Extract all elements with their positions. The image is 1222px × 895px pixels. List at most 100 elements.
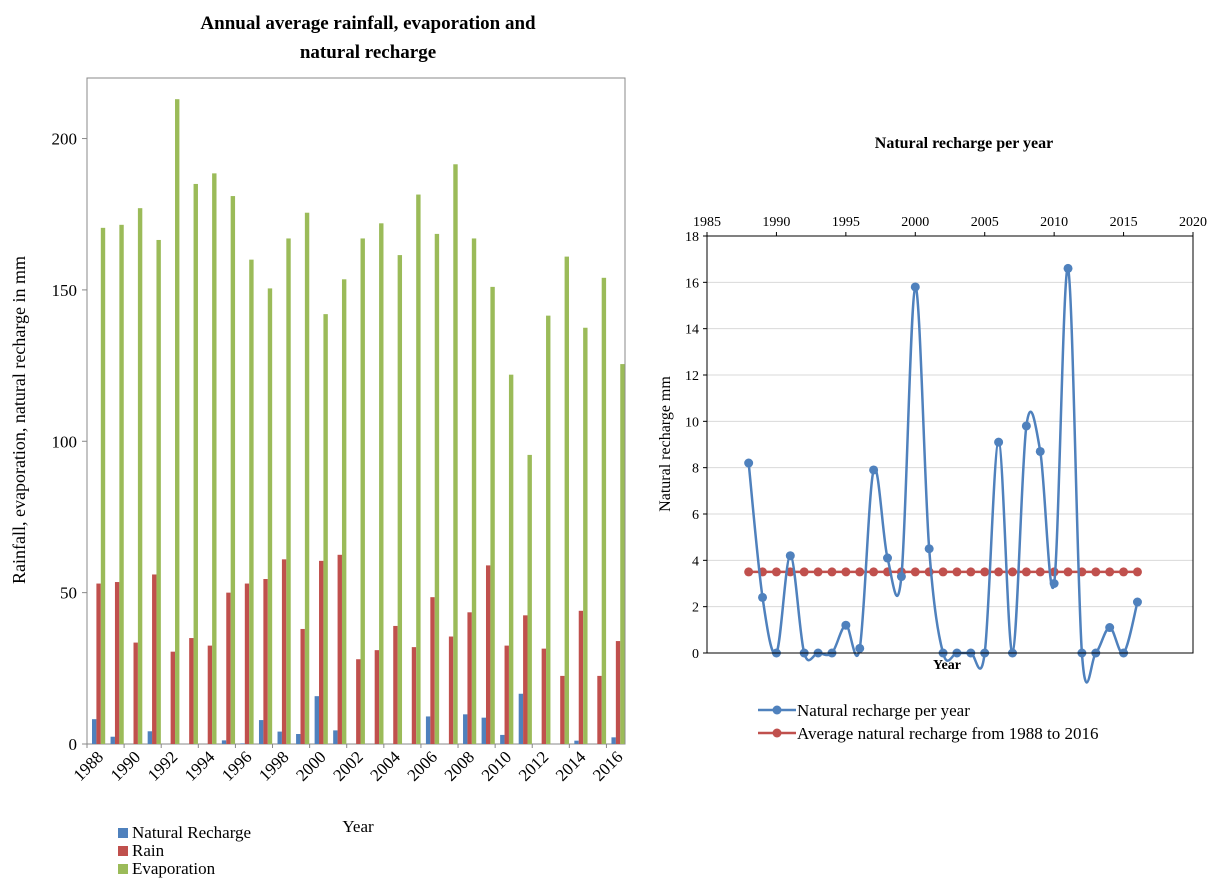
line-point-average-2007 bbox=[1007, 567, 1017, 577]
bar-evaporation-2011 bbox=[527, 454, 532, 744]
line-point-recharge-1996 bbox=[855, 643, 865, 653]
line-point-recharge-2006 bbox=[994, 437, 1004, 447]
bar-chart-x-axis-label: Year bbox=[342, 817, 374, 836]
line-chart-y-axis-label: Natural recharge mm bbox=[657, 376, 674, 512]
line-point-average-1996 bbox=[855, 567, 865, 577]
bar-evaporation-2006 bbox=[434, 233, 440, 744]
bar-evaporation-2012 bbox=[546, 315, 551, 744]
line-point-average-2002 bbox=[938, 567, 948, 577]
bar-evaporation-1991 bbox=[156, 239, 161, 744]
bar-x-tick-label: 2000 bbox=[292, 747, 329, 784]
line-point-recharge-1997 bbox=[869, 465, 879, 475]
bar-natural-recharge-2014 bbox=[574, 740, 579, 744]
bar-rain-2013 bbox=[560, 675, 565, 744]
bar-x-tick-label: 2004 bbox=[366, 747, 404, 785]
line-point-average-2011 bbox=[1063, 567, 1073, 577]
bar-rain-1990 bbox=[133, 642, 138, 744]
bar-rain-2008 bbox=[467, 612, 472, 744]
bar-rain-2003 bbox=[374, 650, 380, 744]
bar-rain-1994 bbox=[207, 645, 213, 744]
bar-evaporation-2014 bbox=[583, 327, 588, 744]
line-y-tick-label: 12 bbox=[685, 369, 699, 384]
bar-x-tick-label: 1990 bbox=[107, 747, 144, 784]
bar-evaporation-2001 bbox=[341, 279, 347, 744]
line-point-recharge-1999 bbox=[896, 572, 906, 582]
bar-legend-swatch bbox=[118, 846, 128, 856]
bar-rain-2006 bbox=[430, 597, 435, 744]
bar-evaporation-2004 bbox=[397, 255, 403, 744]
bar-y-tick-label: 150 bbox=[52, 281, 78, 300]
line-point-average-2016 bbox=[1132, 567, 1142, 577]
line-point-recharge-1995 bbox=[841, 620, 851, 630]
bar-x-tick-label: 2008 bbox=[441, 747, 478, 784]
bar-x-tick-label: 1998 bbox=[255, 747, 292, 784]
bar-evaporation-2015 bbox=[601, 277, 607, 744]
bar-legend-swatch bbox=[118, 864, 128, 874]
line-point-average-1995 bbox=[841, 567, 851, 577]
line-chart-title: Natural recharge per year bbox=[875, 135, 1053, 152]
bar-natural-recharge-2008 bbox=[463, 714, 468, 744]
bar-evaporation-1992 bbox=[175, 99, 180, 744]
line-point-average-1993 bbox=[813, 567, 823, 577]
bar-rain-2002 bbox=[356, 659, 361, 744]
line-x-tick-label: 1985 bbox=[693, 215, 721, 230]
bar-legend-label: Evaporation bbox=[132, 859, 216, 878]
bar-evaporation-1993 bbox=[193, 183, 198, 744]
bar-rain-1988 bbox=[96, 583, 101, 744]
line-y-tick-label: 6 bbox=[692, 508, 699, 523]
bar-x-tick-label: 2016 bbox=[589, 747, 626, 784]
bar-evaporation-1996 bbox=[249, 259, 254, 744]
line-y-tick-label: 2 bbox=[692, 601, 699, 616]
bar-evaporation-2009 bbox=[490, 286, 495, 744]
line-x-tick-label: 2020 bbox=[1179, 215, 1207, 230]
bar-x-tick-label: 1992 bbox=[144, 747, 181, 784]
line-legend-marker bbox=[772, 728, 782, 738]
line-point-average-1994 bbox=[827, 567, 837, 577]
bar-rain-1997 bbox=[263, 579, 268, 744]
bar-rain-1993 bbox=[189, 638, 194, 744]
bar-rain-2015 bbox=[597, 675, 602, 744]
bar-natural-recharge-1997 bbox=[258, 720, 264, 744]
line-point-recharge-2014 bbox=[1105, 623, 1115, 633]
line-point-recharge-2008 bbox=[1021, 421, 1031, 431]
bar-evaporation-1995 bbox=[230, 196, 236, 744]
bar-evaporation-2010 bbox=[508, 374, 514, 744]
bar-rain-2014 bbox=[578, 610, 584, 744]
bar-evaporation-2003 bbox=[379, 223, 384, 744]
line-y-tick-label: 16 bbox=[685, 276, 699, 291]
bar-chart: Annual average rainfall, evaporation and… bbox=[9, 13, 627, 878]
line-point-average-2015 bbox=[1119, 567, 1129, 577]
bar-x-tick-label: 2002 bbox=[329, 747, 366, 784]
bar-rain-2010 bbox=[504, 645, 509, 744]
line-point-average-2004 bbox=[966, 567, 976, 577]
line-x-tick-label: 2005 bbox=[971, 215, 999, 230]
bar-x-tick-label: 2012 bbox=[515, 747, 552, 784]
bar-evaporation-1994 bbox=[212, 173, 217, 745]
bar-rain-2001 bbox=[337, 554, 342, 744]
bar-rain-1989 bbox=[114, 582, 120, 744]
bar-x-tick-label: 2014 bbox=[552, 747, 590, 785]
bar-natural-recharge-1996 bbox=[240, 743, 245, 744]
bar-rain-2009 bbox=[485, 565, 491, 744]
bar-natural-recharge-1999 bbox=[296, 734, 301, 744]
bar-y-tick-label: 100 bbox=[52, 432, 78, 451]
bar-natural-recharge-2016 bbox=[611, 737, 616, 744]
line-point-average-2000 bbox=[910, 567, 920, 577]
bar-natural-recharge-2000 bbox=[314, 696, 320, 744]
bar-rain-2000 bbox=[319, 560, 324, 744]
bar-rain-2004 bbox=[393, 625, 398, 744]
bar-evaporation-1990 bbox=[137, 208, 143, 745]
line-x-tick-label: 2000 bbox=[901, 215, 929, 230]
bar-evaporation-2008 bbox=[471, 238, 477, 744]
line-point-recharge-2001 bbox=[924, 544, 934, 554]
line-point-recharge-2011 bbox=[1063, 263, 1073, 273]
bar-rain-1998 bbox=[281, 559, 287, 744]
bar-natural-recharge-2010 bbox=[500, 734, 505, 744]
bar-natural-recharge-1988 bbox=[92, 719, 97, 744]
bar-x-tick-label: 2006 bbox=[404, 747, 441, 784]
bar-rain-2011 bbox=[523, 615, 528, 744]
bar-evaporation-1998 bbox=[286, 238, 291, 744]
bar-rain-1991 bbox=[152, 574, 157, 744]
bar-evaporation-2005 bbox=[416, 194, 421, 745]
